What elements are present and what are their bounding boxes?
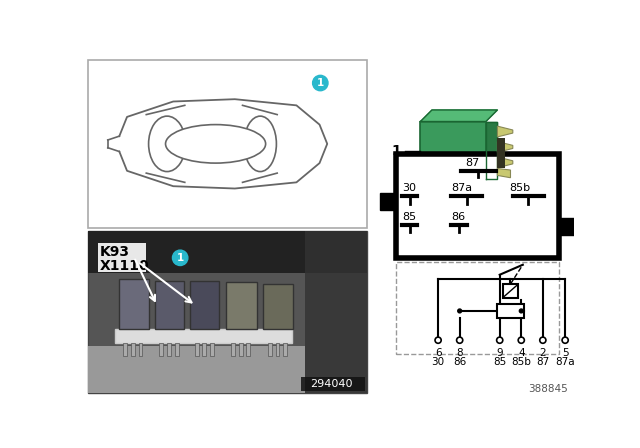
Bar bbox=[195, 343, 198, 356]
Text: 4: 4 bbox=[518, 348, 525, 358]
Bar bbox=[263, 284, 292, 329]
Bar bbox=[131, 343, 135, 356]
Bar bbox=[231, 343, 235, 356]
Bar bbox=[396, 154, 559, 258]
Circle shape bbox=[456, 337, 463, 343]
Bar bbox=[380, 193, 396, 210]
Bar bbox=[139, 343, 143, 356]
Bar bbox=[559, 218, 575, 235]
Circle shape bbox=[312, 75, 328, 90]
Bar bbox=[284, 343, 287, 356]
Text: 86: 86 bbox=[451, 211, 465, 222]
Bar bbox=[167, 343, 171, 356]
Text: 30: 30 bbox=[431, 357, 445, 367]
Bar bbox=[115, 329, 292, 343]
Ellipse shape bbox=[244, 116, 276, 172]
Bar bbox=[210, 343, 214, 356]
Bar bbox=[159, 343, 163, 356]
Text: 87: 87 bbox=[536, 357, 550, 367]
Bar bbox=[420, 121, 486, 179]
Bar bbox=[246, 343, 250, 356]
Bar bbox=[276, 343, 280, 356]
Circle shape bbox=[172, 250, 188, 266]
Text: 5: 5 bbox=[562, 348, 568, 358]
Polygon shape bbox=[420, 110, 497, 121]
Text: 87: 87 bbox=[465, 158, 479, 168]
Polygon shape bbox=[497, 157, 513, 168]
Bar bbox=[497, 304, 524, 318]
Circle shape bbox=[435, 337, 441, 343]
Text: 9: 9 bbox=[497, 348, 503, 358]
Bar bbox=[88, 231, 367, 392]
Text: 1: 1 bbox=[317, 78, 324, 88]
Text: 1: 1 bbox=[392, 144, 401, 158]
Polygon shape bbox=[497, 126, 513, 137]
Circle shape bbox=[540, 337, 546, 343]
Text: 87a: 87a bbox=[451, 183, 472, 193]
Text: 86: 86 bbox=[453, 357, 467, 367]
Polygon shape bbox=[497, 142, 513, 152]
Bar bbox=[175, 343, 179, 356]
Bar bbox=[227, 282, 257, 329]
Text: 30: 30 bbox=[402, 183, 416, 193]
Text: 388845: 388845 bbox=[529, 384, 568, 394]
Bar bbox=[268, 343, 272, 356]
Circle shape bbox=[562, 337, 568, 343]
Bar bbox=[396, 262, 559, 354]
Bar bbox=[123, 343, 127, 356]
Bar bbox=[305, 231, 367, 392]
Text: X1110: X1110 bbox=[100, 258, 150, 272]
Bar bbox=[88, 60, 367, 228]
Bar bbox=[88, 346, 305, 392]
Circle shape bbox=[519, 309, 523, 313]
Bar bbox=[88, 231, 367, 273]
Bar bbox=[98, 243, 145, 272]
Text: 294040: 294040 bbox=[310, 379, 353, 389]
Polygon shape bbox=[497, 168, 511, 178]
Text: 85: 85 bbox=[493, 357, 506, 367]
Text: 6: 6 bbox=[435, 348, 442, 358]
Text: 85b: 85b bbox=[509, 183, 531, 193]
Text: 1: 1 bbox=[177, 253, 184, 263]
Bar bbox=[301, 377, 365, 391]
Bar bbox=[503, 284, 518, 298]
Text: 85: 85 bbox=[402, 211, 416, 222]
Bar bbox=[497, 138, 505, 168]
Polygon shape bbox=[486, 121, 497, 179]
Ellipse shape bbox=[148, 116, 186, 172]
Ellipse shape bbox=[166, 125, 266, 163]
Circle shape bbox=[497, 337, 503, 343]
Bar bbox=[155, 281, 184, 329]
Text: 2: 2 bbox=[540, 348, 546, 358]
Circle shape bbox=[458, 309, 461, 313]
Bar bbox=[202, 343, 206, 356]
Text: K93: K93 bbox=[100, 245, 130, 259]
Bar bbox=[239, 343, 243, 356]
Circle shape bbox=[518, 337, 524, 343]
Text: 87a: 87a bbox=[556, 357, 575, 367]
Bar bbox=[190, 281, 220, 329]
Text: 8: 8 bbox=[456, 348, 463, 358]
Bar bbox=[118, 279, 149, 329]
Text: 85b: 85b bbox=[511, 357, 531, 367]
